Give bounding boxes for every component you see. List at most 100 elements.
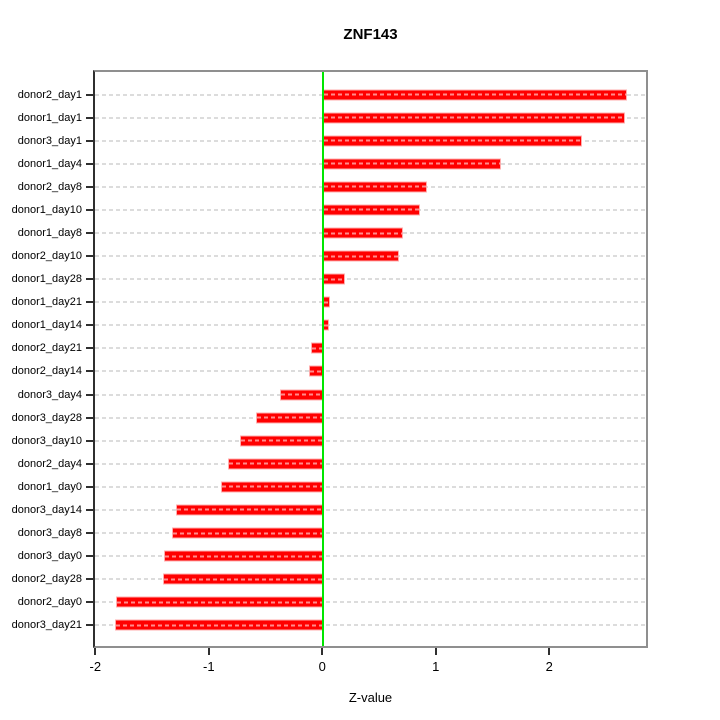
bar-dash-pattern — [310, 370, 322, 373]
x-axis-label: Z-value — [348, 690, 393, 705]
y-axis-row: donor3_day10 — [0, 429, 93, 452]
bar-row — [95, 591, 646, 614]
y-tick — [86, 393, 93, 396]
x-axis: -2 -1 0 1 2 — [89, 648, 648, 688]
bar-row — [95, 429, 646, 452]
y-axis-row: donor1_day28 — [0, 268, 93, 291]
y-axis: donor2_day1 donor1_day1 donor3_day1 donor1_… — [0, 70, 93, 648]
y-tick-label: donor3_day14 — [11, 503, 82, 516]
y-axis-row: donor3_day21 — [0, 614, 93, 637]
y-tick-label: donor2_day4 — [17, 457, 82, 470]
y-axis-row: donor3_day0 — [0, 545, 93, 568]
bar — [115, 619, 323, 631]
bar-row — [95, 498, 646, 521]
x-tick-label: 2 — [545, 659, 553, 674]
y-tick-label: donor1_day21 — [11, 296, 82, 309]
gridline — [95, 462, 646, 465]
chart-title: ZNF143 — [343, 26, 398, 43]
y-tick-label: donor1_day8 — [17, 227, 82, 239]
bar — [322, 89, 627, 101]
bar — [322, 158, 501, 170]
bar-dash-pattern — [117, 601, 322, 604]
y-axis-row: donor2_day21 — [0, 337, 93, 360]
y-axis-row: donor2_day4 — [0, 452, 93, 475]
y-axis-row: donor1_day0 — [0, 475, 93, 498]
bar-row — [95, 568, 646, 591]
bar — [322, 112, 625, 124]
y-tick-label: donor1_day1 — [17, 111, 82, 124]
gridline — [95, 416, 646, 419]
y-tick-label: donor2_day8 — [17, 180, 82, 193]
y-axis-row: donor1_day8 — [0, 221, 93, 244]
x-tick — [94, 648, 97, 655]
bar — [322, 204, 420, 216]
y-axis-row: donor1_day14 — [0, 314, 93, 337]
x-tick — [548, 648, 551, 655]
gridline — [95, 555, 646, 558]
gridline — [95, 393, 646, 396]
bar-dash-pattern — [172, 532, 322, 535]
y-tick — [86, 485, 93, 488]
y-tick-label: donor3_day4 — [17, 388, 82, 401]
bar-dash-pattern — [222, 485, 322, 488]
y-tick — [86, 278, 93, 281]
bar-row — [95, 406, 646, 429]
y-tick — [86, 301, 93, 304]
bar-dash-pattern — [323, 185, 427, 188]
y-tick-label: donor3_day21 — [11, 619, 82, 632]
y-tick — [86, 439, 93, 442]
y-tick-label: donor2_day14 — [11, 365, 82, 378]
bar-dash-pattern — [323, 324, 329, 327]
bar-dash-pattern — [164, 555, 322, 558]
y-tick-label: donor3_day28 — [11, 411, 82, 424]
y-axis-row: donor1_day21 — [0, 291, 93, 314]
y-tick — [86, 162, 93, 165]
bar-dash-pattern — [257, 416, 322, 419]
bar-row — [95, 129, 646, 152]
bar-dash-pattern — [163, 578, 322, 581]
y-tick — [86, 508, 93, 511]
bar — [322, 296, 331, 308]
bar-row — [95, 291, 646, 314]
y-axis-row: donor1_day10 — [0, 198, 93, 221]
bar-row — [95, 83, 646, 106]
y-tick — [86, 370, 93, 373]
bar-row — [95, 383, 646, 406]
x-tick-label: 1 — [432, 659, 440, 674]
bar — [322, 273, 346, 285]
y-tick-label: donor2_day21 — [11, 342, 82, 355]
y-axis-row: donor1_day4 — [0, 152, 93, 175]
plot-box — [93, 70, 648, 648]
bar-dash-pattern — [177, 508, 322, 511]
bar — [171, 527, 323, 539]
bar-dash-pattern — [323, 116, 624, 119]
y-tick — [86, 416, 93, 419]
bar-row — [95, 175, 646, 198]
y-tick-label: donor2_day10 — [11, 250, 82, 263]
bar-row — [95, 198, 646, 221]
bar-row — [95, 268, 646, 291]
y-tick — [86, 624, 93, 627]
bar-dash-pattern — [323, 208, 419, 211]
gridline — [95, 301, 646, 304]
bar — [227, 458, 323, 470]
gridline — [95, 278, 646, 281]
bar — [240, 435, 323, 447]
bar-row — [95, 221, 646, 244]
gridline — [95, 508, 646, 511]
x-tick-label: 0 — [318, 659, 326, 674]
bar-row — [95, 337, 646, 360]
bar — [322, 227, 403, 239]
y-axis-row: donor3_day1 — [0, 129, 93, 152]
y-tick-label: donor3_day1 — [17, 134, 82, 147]
y-tick — [86, 601, 93, 604]
y-tick — [86, 578, 93, 581]
bar-row — [95, 475, 646, 498]
bar-row — [95, 106, 646, 129]
y-tick-label: donor1_day0 — [17, 480, 82, 493]
y-tick-label: donor2_day0 — [17, 596, 82, 609]
y-tick-label: donor3_day0 — [17, 550, 82, 563]
y-axis-row: donor2_day28 — [0, 568, 93, 591]
bar-dash-pattern — [280, 393, 322, 396]
